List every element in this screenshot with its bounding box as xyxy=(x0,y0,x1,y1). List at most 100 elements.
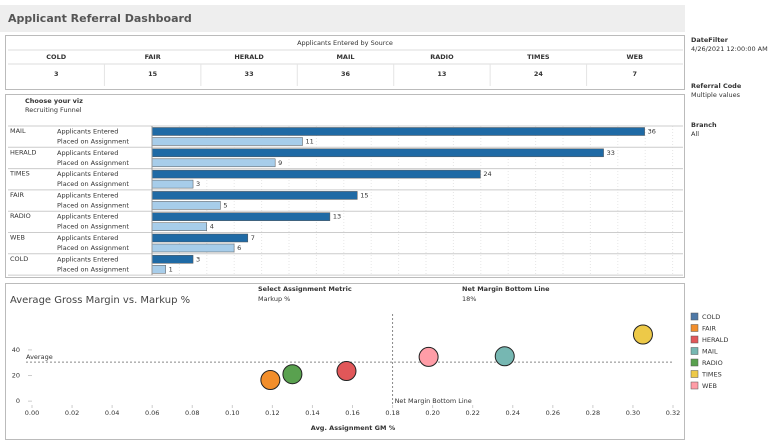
x-tick-label: 0.02 xyxy=(65,409,79,417)
point xyxy=(418,346,439,367)
point xyxy=(494,346,515,367)
measure-label: Placed on Assignment xyxy=(57,159,129,167)
bar xyxy=(151,137,303,146)
x-tick-label: 0.12 xyxy=(265,409,279,417)
x-tick-label: 0.04 xyxy=(105,409,119,417)
column-header: RADIO xyxy=(430,53,454,61)
legend-label: MAIL xyxy=(702,348,718,356)
x-tick-label: 0.24 xyxy=(506,409,520,417)
column-header: COLD xyxy=(46,53,66,61)
legend-swatch xyxy=(690,347,699,355)
x-tick-label: 0.18 xyxy=(385,409,399,417)
legend-label: COLD xyxy=(702,313,720,321)
measure-label: Applicants Entered xyxy=(57,213,118,221)
bar xyxy=(151,169,481,179)
measure-label: Applicants Entered xyxy=(57,128,118,136)
bar xyxy=(151,201,221,210)
column-header: WEB xyxy=(626,53,643,61)
viz-value: Recruiting Funnel xyxy=(25,106,82,114)
legend-label: WEB xyxy=(702,382,717,390)
table-title: Applicants Entered by Source xyxy=(297,39,393,47)
legend-swatch xyxy=(690,324,699,332)
cell-value: 3 xyxy=(54,70,59,78)
control-label: Net Margin Bottom Line xyxy=(462,285,550,293)
legend-label: HERALD xyxy=(702,336,728,344)
viz-label: Choose your viz xyxy=(25,97,83,105)
control-label: Select Assignment Metric xyxy=(258,285,352,293)
category-label: HERALD xyxy=(10,148,36,156)
x-tick-label: 0.00 xyxy=(25,409,39,417)
measure-label: Placed on Assignment xyxy=(57,201,129,209)
measure-label: Placed on Assignment xyxy=(57,223,129,231)
value-label: 15 xyxy=(360,191,368,199)
x-tick-label: 0.08 xyxy=(185,409,199,417)
bar xyxy=(151,265,166,274)
measure-label: Applicants Entered xyxy=(57,234,118,242)
legend-label: TIMES xyxy=(701,371,722,379)
bar xyxy=(151,212,331,221)
category-label: MAIL xyxy=(10,127,26,135)
bar xyxy=(151,158,276,168)
point xyxy=(260,370,281,391)
legend-swatch xyxy=(690,381,699,390)
measure-label: Applicants Entered xyxy=(57,255,118,263)
bar xyxy=(151,233,249,243)
dashboard-title: Applicant Referral Dashboard xyxy=(8,12,192,25)
bar xyxy=(151,243,235,253)
bar xyxy=(151,222,207,231)
filter-label: DateFilter xyxy=(691,36,729,44)
column-header: TIMES xyxy=(527,53,550,61)
value-label: 6 xyxy=(237,244,241,252)
value-label: 33 xyxy=(607,149,615,157)
value-label: 9 xyxy=(278,159,282,167)
value-label: 1 xyxy=(169,265,173,273)
bar-frame xyxy=(5,94,685,278)
value-label: 4 xyxy=(210,223,214,231)
y-tick-label: 40 xyxy=(12,346,20,354)
control-value: 18% xyxy=(462,295,476,303)
x-tick-label: 0.14 xyxy=(305,409,319,417)
point xyxy=(632,324,653,345)
legend-swatch xyxy=(690,358,699,367)
bar xyxy=(151,127,645,136)
legend-swatch xyxy=(690,312,699,321)
y-tick-label: 0 xyxy=(16,397,20,405)
y-tick-label: 20 xyxy=(12,372,20,380)
value-label: 13 xyxy=(333,213,341,221)
point xyxy=(282,364,303,385)
cell-value: 33 xyxy=(245,70,254,78)
category-label: COLD xyxy=(10,255,28,263)
value-label: 3 xyxy=(196,180,200,188)
x-tick-label: 0.30 xyxy=(626,409,640,417)
category-label: RADIO xyxy=(10,212,31,220)
legend-label: RADIO xyxy=(702,359,723,367)
x-tick-label: 0.20 xyxy=(425,409,439,417)
column-header: MAIL xyxy=(336,53,354,61)
x-tick-label: 0.06 xyxy=(145,409,159,417)
x-tick-label: 0.22 xyxy=(465,409,479,417)
filter-value: Multiple values xyxy=(691,91,741,99)
x-tick-label: 0.10 xyxy=(225,409,239,417)
measure-label: Applicants Entered xyxy=(57,191,118,199)
filter-label: Branch xyxy=(691,121,717,129)
legend-label: FAIR xyxy=(702,325,717,333)
value-label: 24 xyxy=(483,170,491,178)
measure-label: Applicants Entered xyxy=(57,170,118,178)
cell-value: 7 xyxy=(633,70,638,78)
category-label: FAIR xyxy=(10,191,25,199)
x-axis-label: Avg. Assignment GM % xyxy=(311,424,396,432)
bar xyxy=(151,255,194,264)
category-label: TIMES xyxy=(9,170,30,178)
cell-value: 36 xyxy=(341,70,351,78)
value-label: 11 xyxy=(306,138,314,146)
legend-swatch xyxy=(690,370,699,378)
value-label: 7 xyxy=(251,234,255,242)
measure-label: Placed on Assignment xyxy=(57,265,129,273)
legend-swatch xyxy=(690,335,699,344)
x-tick-label: 0.26 xyxy=(546,409,560,417)
measure-label: Placed on Assignment xyxy=(57,244,129,252)
column-header: FAIR xyxy=(145,53,161,61)
scatter-frame xyxy=(5,283,685,440)
cell-value: 24 xyxy=(534,70,544,78)
